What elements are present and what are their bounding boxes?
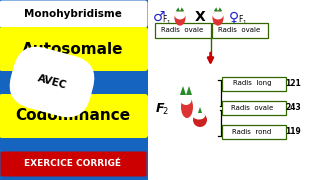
FancyBboxPatch shape: [0, 1, 148, 28]
Text: Autosomale: Autosomale: [22, 42, 124, 57]
FancyBboxPatch shape: [221, 100, 285, 114]
Polygon shape: [198, 107, 202, 113]
Polygon shape: [180, 7, 184, 12]
Text: AVEC: AVEC: [36, 73, 68, 91]
Ellipse shape: [175, 11, 185, 19]
Text: Radis  rond: Radis rond: [232, 129, 272, 134]
Polygon shape: [214, 7, 218, 12]
Text: Radis  ovale: Radis ovale: [231, 105, 273, 111]
FancyBboxPatch shape: [1, 152, 147, 177]
FancyBboxPatch shape: [221, 125, 285, 138]
FancyBboxPatch shape: [212, 22, 268, 37]
Text: F: F: [156, 102, 164, 114]
Polygon shape: [180, 86, 186, 95]
FancyBboxPatch shape: [0, 94, 148, 138]
Text: 243: 243: [285, 103, 301, 112]
Polygon shape: [176, 7, 180, 12]
Text: 1: 1: [242, 19, 245, 24]
Text: X: X: [195, 10, 205, 24]
Ellipse shape: [212, 10, 224, 26]
Text: 119: 119: [285, 127, 301, 136]
FancyBboxPatch shape: [155, 22, 211, 37]
Text: Radis  ovale: Radis ovale: [218, 27, 260, 33]
Text: EXERCICE CORRIGÉ: EXERCICE CORRIGÉ: [25, 159, 122, 168]
FancyBboxPatch shape: [0, 27, 148, 71]
FancyBboxPatch shape: [221, 76, 285, 91]
Polygon shape: [186, 86, 192, 95]
Text: Radis  long: Radis long: [233, 80, 271, 87]
Text: Monohybridisme: Monohybridisme: [24, 9, 122, 19]
Text: 1: 1: [166, 19, 170, 24]
Ellipse shape: [174, 10, 186, 26]
Text: 2: 2: [162, 107, 168, 116]
Text: 121: 121: [285, 79, 301, 88]
Text: F: F: [162, 15, 166, 24]
Text: Codominance: Codominance: [15, 109, 131, 123]
Polygon shape: [218, 7, 222, 12]
Ellipse shape: [193, 113, 207, 127]
Text: ♀: ♀: [229, 10, 239, 24]
Text: Radis  ovale: Radis ovale: [161, 27, 203, 33]
Ellipse shape: [213, 11, 223, 19]
Ellipse shape: [180, 95, 191, 105]
Ellipse shape: [181, 96, 193, 118]
Text: F: F: [238, 15, 242, 24]
Text: ♂: ♂: [153, 10, 165, 24]
Bar: [148, 0, 320, 180]
Ellipse shape: [193, 112, 205, 120]
